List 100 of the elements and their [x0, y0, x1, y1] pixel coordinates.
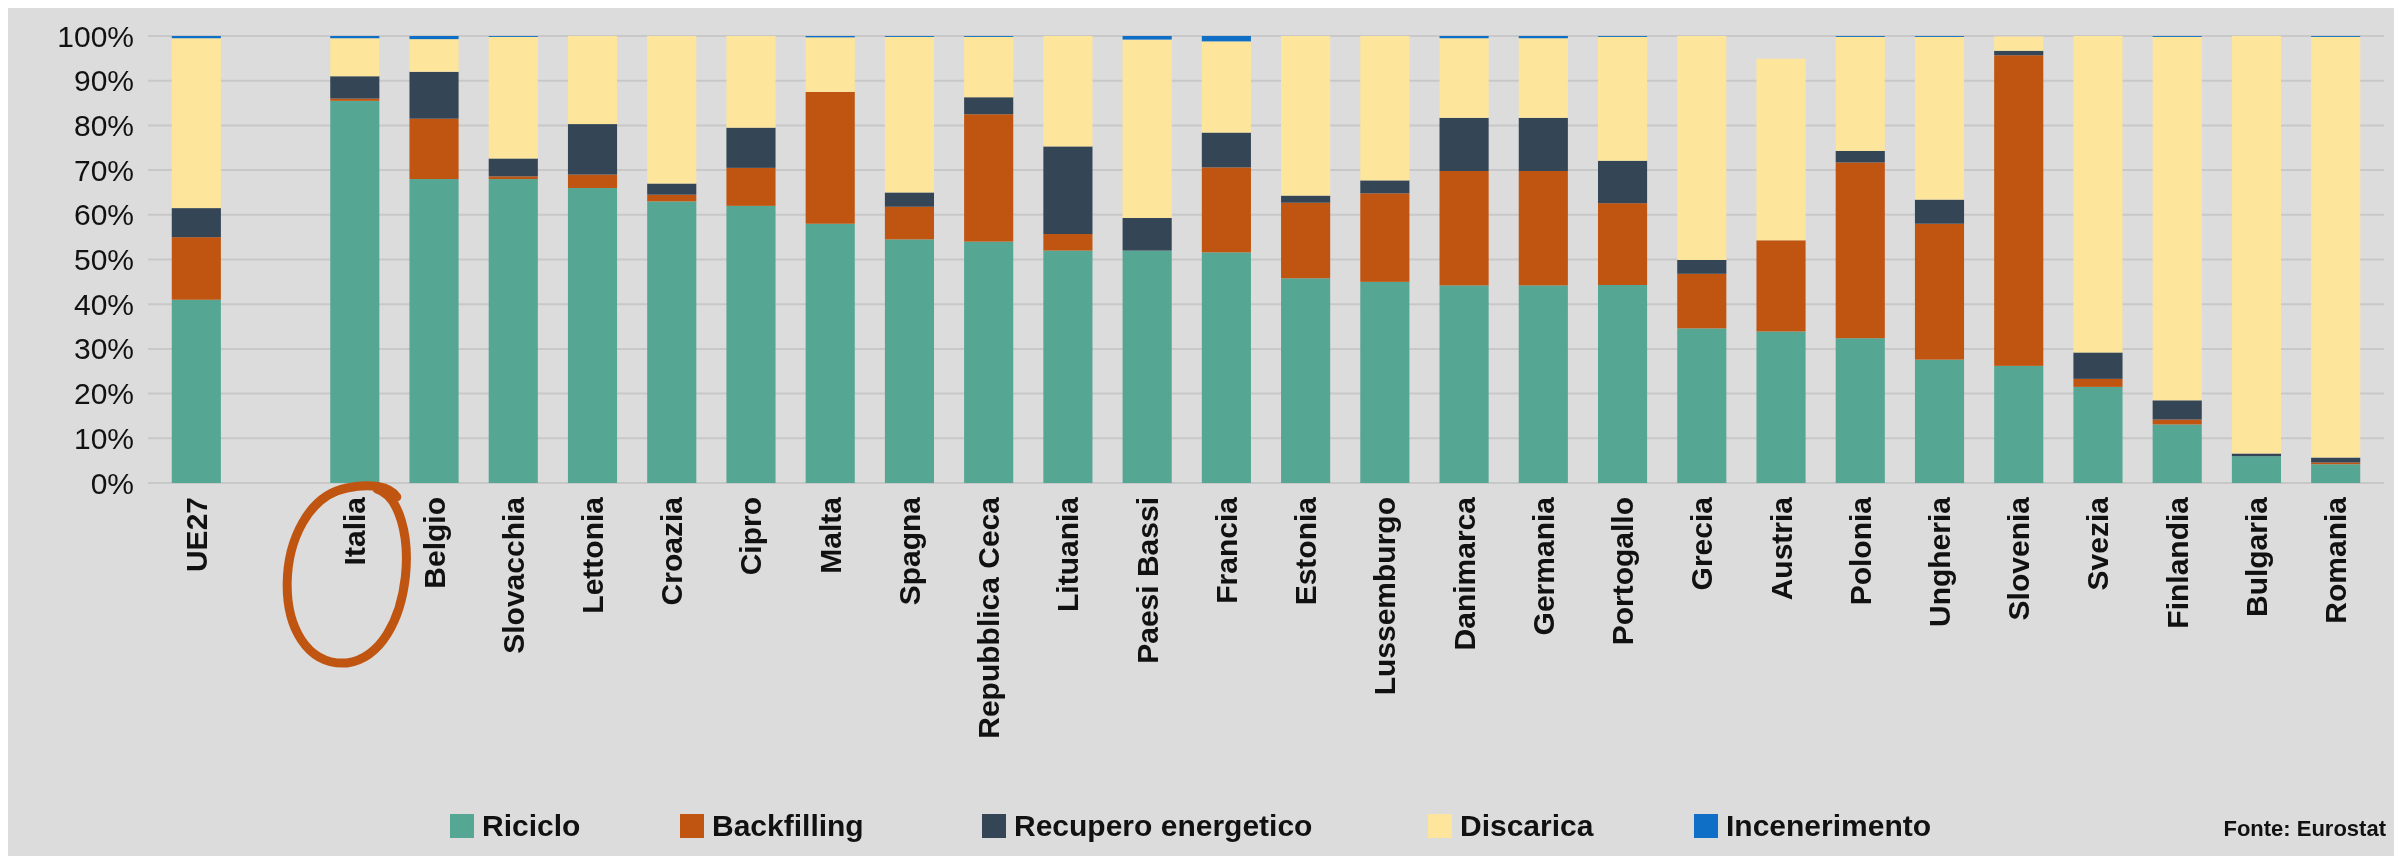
bar — [1835, 338, 1885, 483]
bar — [1677, 36, 1727, 260]
bar — [1122, 217, 1172, 251]
x-tick-label: Estonia — [1289, 496, 1323, 606]
bar — [805, 91, 855, 224]
y-tick-label: 60% — [73, 198, 134, 232]
y-tick-label: 20% — [73, 377, 134, 411]
bar — [2231, 456, 2281, 483]
bar — [1677, 273, 1727, 329]
bar — [1201, 41, 1251, 133]
bar — [1994, 55, 2044, 366]
bar — [726, 205, 776, 483]
legend-label: Backfilling — [712, 809, 864, 842]
bar — [409, 179, 459, 483]
bar — [1360, 36, 1410, 181]
y-tick-label: 50% — [73, 243, 134, 276]
bar — [2311, 36, 2361, 458]
y-tick-label: 30% — [73, 332, 134, 366]
bar — [1281, 202, 1331, 279]
bar — [1122, 36, 1172, 40]
x-tick-label: Finlandia — [2160, 496, 2194, 629]
bar — [1597, 36, 1648, 161]
x-tick-label: Francia — [1209, 496, 1243, 604]
bar — [1281, 195, 1331, 203]
legend-label: Riciclo — [482, 809, 581, 842]
x-tick-label: Croazia — [655, 496, 689, 606]
bar — [1281, 36, 1331, 196]
bar — [171, 299, 221, 483]
bar — [1835, 36, 1885, 151]
bar — [1122, 250, 1172, 483]
bar — [964, 97, 1014, 115]
x-tick-label: Svezia — [2081, 496, 2115, 591]
x-tick-label: UE27 — [179, 497, 213, 573]
x-tick-label: Belgio — [417, 497, 451, 589]
source-note: Fonte: Eurostat — [2223, 816, 2387, 841]
bar — [171, 208, 221, 238]
y-tick-label: 0% — [90, 466, 134, 500]
x-tick-label: Portogallo — [1606, 497, 1640, 646]
bar — [2152, 36, 2202, 401]
bar — [1281, 278, 1331, 483]
bar — [1518, 117, 1568, 171]
x-tick-label: Slovenia — [2002, 496, 2036, 621]
bar — [1043, 36, 1093, 147]
y-tick-label: 90% — [73, 64, 134, 98]
bar — [1835, 162, 1885, 339]
x-tick-label: Lettonia — [576, 496, 610, 614]
bar — [1994, 365, 2044, 483]
bar — [1914, 199, 1965, 224]
x-tick-label: Ungheria — [1922, 496, 1956, 628]
x-tick-label: Cipro — [734, 497, 768, 576]
bar — [1914, 223, 1965, 360]
bar — [409, 118, 459, 180]
bar — [1914, 359, 1965, 483]
x-tick-label: Austria — [1764, 496, 1798, 601]
legend-label: Recupero energetico — [1014, 809, 1313, 842]
bar — [330, 76, 380, 99]
bar — [488, 36, 538, 159]
x-tick-label: Italia — [338, 496, 372, 566]
bar — [2073, 378, 2123, 387]
bar — [1439, 285, 1489, 483]
bar — [1201, 36, 1251, 42]
x-tick-label: Repubblica Ceca — [972, 496, 1006, 739]
y-tick-label: 70% — [73, 153, 134, 187]
bar — [647, 201, 697, 483]
bar — [1439, 117, 1489, 171]
y-tick-label: 40% — [73, 287, 134, 321]
bar — [1360, 180, 1410, 194]
bar — [726, 36, 776, 128]
bar — [2073, 36, 2123, 353]
bar — [647, 36, 697, 184]
bar — [1043, 234, 1093, 251]
x-tick-label: Spagna — [892, 496, 926, 606]
bar — [2152, 424, 2202, 483]
bar — [1597, 284, 1648, 483]
bar — [2311, 464, 2361, 483]
bar — [1518, 170, 1568, 286]
x-tick-label: Malta — [813, 496, 847, 574]
bar — [1994, 36, 2044, 51]
x-tick-label: Slovacchia — [496, 496, 530, 654]
bar — [567, 187, 618, 483]
bar — [1439, 170, 1489, 286]
bar — [409, 71, 459, 119]
bar — [805, 37, 855, 92]
x-tick-label: Paesi Bassi — [1130, 497, 1164, 664]
bar — [647, 183, 697, 195]
bar — [171, 38, 221, 209]
bar — [2152, 400, 2202, 420]
bar — [884, 206, 935, 240]
x-tick-label: Bulgaria — [2239, 496, 2273, 618]
bar — [1677, 328, 1727, 483]
y-tick-label: 100% — [57, 19, 134, 53]
bar — [1439, 38, 1489, 118]
bar — [1518, 38, 1568, 118]
x-tick-label: Grecia — [1685, 496, 1719, 591]
legend-label: Discarica — [1460, 809, 1594, 842]
bar — [1201, 132, 1251, 168]
bar — [884, 239, 935, 483]
x-tick-label: Germania — [1526, 496, 1560, 636]
bar — [1597, 160, 1648, 204]
bar — [1914, 36, 1965, 200]
